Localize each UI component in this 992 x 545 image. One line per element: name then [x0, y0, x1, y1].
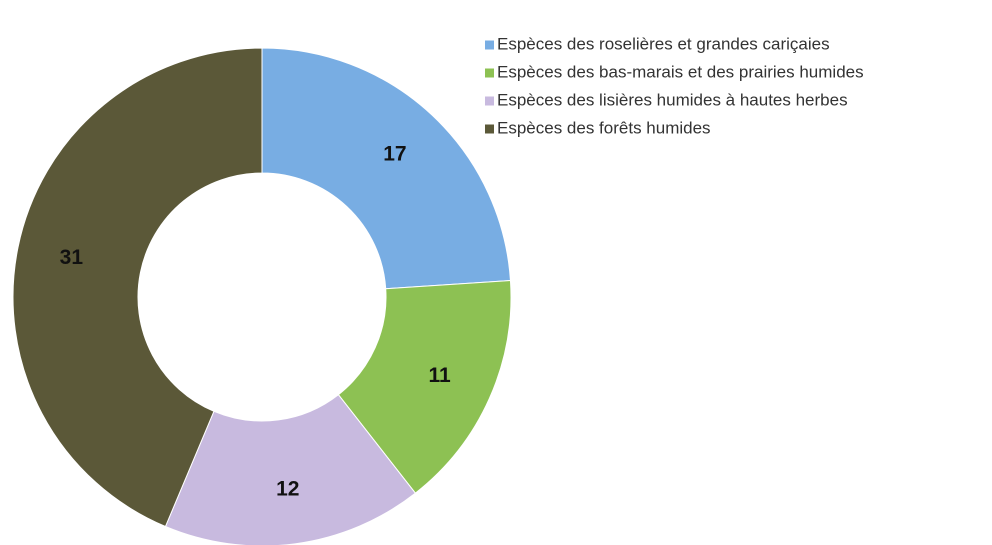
- data-label: 12: [276, 477, 299, 500]
- legend-swatch: [485, 96, 494, 106]
- legend-label: Espèces des bas-marais et des prairies h…: [497, 62, 864, 81]
- data-label: 11: [428, 364, 451, 387]
- slice: [261, 47, 511, 290]
- slice: [337, 279, 512, 494]
- legend-label: Espèces des forêts humides: [497, 118, 711, 137]
- legend-swatch: [485, 124, 494, 134]
- legend-label: Espèces des lisières humides à hautes he…: [497, 90, 848, 109]
- legend-label: Espèces des roselières et grandes cariça…: [497, 34, 830, 53]
- slice: [12, 47, 263, 528]
- data-label: 17: [383, 143, 406, 166]
- slice: [164, 393, 417, 545]
- data-label: 31: [60, 246, 84, 269]
- legend-swatch: [485, 68, 494, 78]
- legend-swatch: [485, 40, 494, 50]
